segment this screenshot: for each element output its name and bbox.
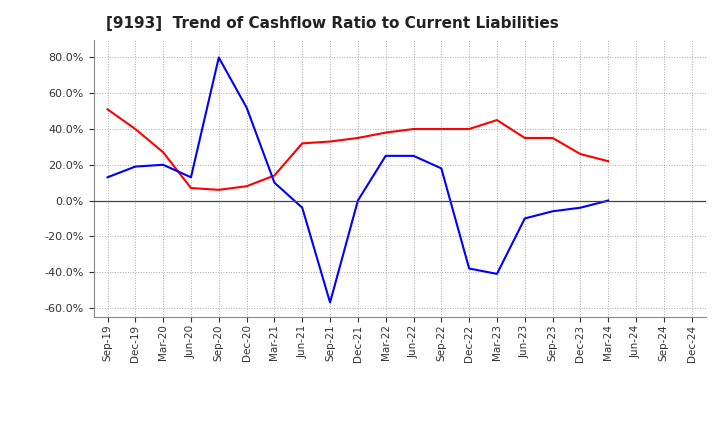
Operating CF to Current Liabilities: [325, 139, 334, 144]
Operating CF to Current Liabilities: [437, 126, 446, 132]
Operating CF to Current Liabilities: [465, 126, 474, 132]
Operating CF to Current Liabilities: [159, 150, 168, 155]
Free CF to Current Liabilities: [465, 266, 474, 271]
Free CF to Current Liabilities: [521, 216, 529, 221]
Free CF to Current Liabilities: [186, 175, 195, 180]
Text: [9193]  Trend of Cashflow Ratio to Current Liabilities: [9193] Trend of Cashflow Ratio to Curren…: [106, 16, 559, 32]
Operating CF to Current Liabilities: [298, 141, 307, 146]
Free CF to Current Liabilities: [382, 153, 390, 158]
Operating CF to Current Liabilities: [103, 107, 112, 112]
Operating CF to Current Liabilities: [521, 136, 529, 141]
Free CF to Current Liabilities: [159, 162, 168, 168]
Operating CF to Current Liabilities: [270, 173, 279, 178]
Free CF to Current Liabilities: [437, 166, 446, 171]
Free CF to Current Liabilities: [576, 205, 585, 210]
Free CF to Current Liabilities: [298, 205, 307, 210]
Operating CF to Current Liabilities: [409, 126, 418, 132]
Operating CF to Current Liabilities: [492, 117, 501, 123]
Line: Operating CF to Current Liabilities: Operating CF to Current Liabilities: [107, 110, 608, 190]
Operating CF to Current Liabilities: [576, 151, 585, 157]
Operating CF to Current Liabilities: [382, 130, 390, 135]
Free CF to Current Liabilities: [492, 271, 501, 276]
Operating CF to Current Liabilities: [549, 136, 557, 141]
Operating CF to Current Liabilities: [131, 126, 140, 132]
Line: Free CF to Current Liabilities: Free CF to Current Liabilities: [107, 58, 608, 302]
Free CF to Current Liabilities: [215, 55, 223, 60]
Operating CF to Current Liabilities: [242, 183, 251, 189]
Free CF to Current Liabilities: [604, 198, 613, 203]
Free CF to Current Liabilities: [270, 180, 279, 185]
Operating CF to Current Liabilities: [215, 187, 223, 192]
Operating CF to Current Liabilities: [604, 158, 613, 164]
Free CF to Current Liabilities: [549, 209, 557, 214]
Free CF to Current Liabilities: [325, 300, 334, 305]
Operating CF to Current Liabilities: [186, 185, 195, 191]
Free CF to Current Liabilities: [131, 164, 140, 169]
Free CF to Current Liabilities: [103, 175, 112, 180]
Free CF to Current Liabilities: [242, 105, 251, 110]
Operating CF to Current Liabilities: [354, 136, 362, 141]
Free CF to Current Liabilities: [409, 153, 418, 158]
Free CF to Current Liabilities: [354, 198, 362, 203]
